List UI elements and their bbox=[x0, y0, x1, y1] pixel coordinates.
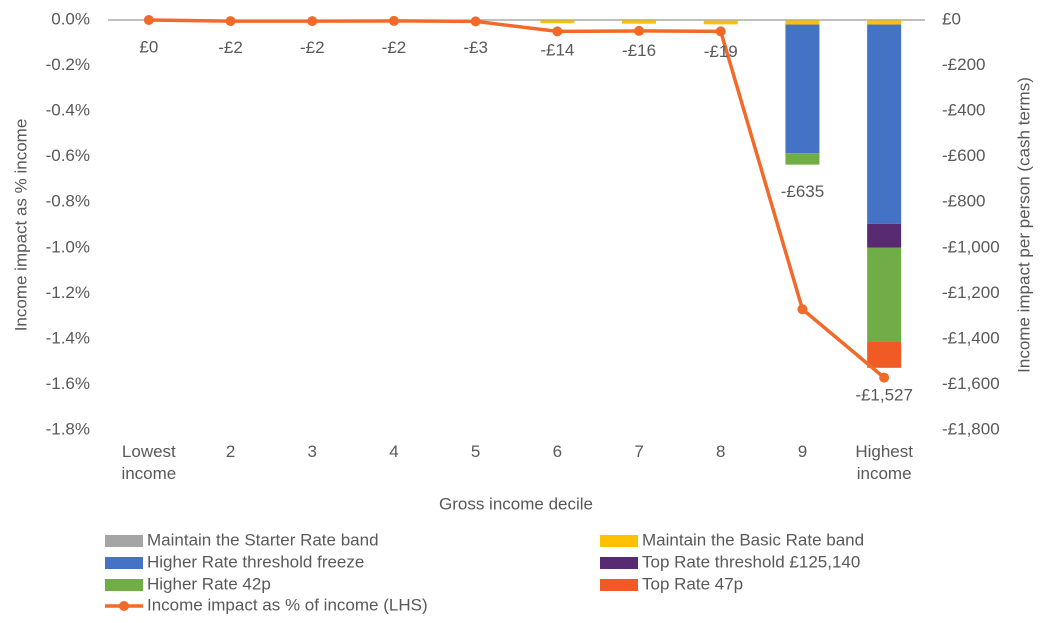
y2-tick-label: -£1,800 bbox=[942, 419, 1000, 438]
y2-tick-label: -£400 bbox=[942, 101, 985, 120]
y-tick-label: -1.8% bbox=[46, 419, 90, 438]
x-tick-label: 5 bbox=[470, 442, 481, 461]
line-point bbox=[797, 304, 808, 315]
legend-swatch bbox=[600, 579, 638, 591]
x-tick-label: 4 bbox=[389, 442, 399, 461]
x-tick-label: 9 bbox=[797, 442, 808, 461]
bar-segment bbox=[622, 20, 657, 24]
bar-segment bbox=[540, 20, 575, 24]
y-tick-label: -0.4% bbox=[46, 101, 90, 120]
x-tick-label: 8 bbox=[716, 442, 726, 461]
total-label: -£635 bbox=[781, 182, 824, 201]
y2-tick-label: -£200 bbox=[942, 55, 985, 74]
y-tick-label: -0.8% bbox=[46, 192, 90, 211]
x-tick-label: 3 bbox=[307, 442, 317, 461]
y2-tick-label: £0 bbox=[942, 9, 961, 28]
total-label: -£2 bbox=[300, 38, 325, 57]
bar-segment bbox=[867, 24, 902, 224]
y-tick-label: -0.2% bbox=[46, 55, 90, 74]
y2-tick-label: -£1,600 bbox=[942, 374, 1000, 393]
bar-segment bbox=[703, 20, 738, 25]
y2-tick-label: -£1,400 bbox=[942, 328, 1000, 347]
legend-label: Maintain the Basic Rate band bbox=[642, 530, 864, 549]
legend-label: Income impact as % of income (LHS) bbox=[147, 595, 428, 614]
legend-label: Top Rate 47p bbox=[642, 574, 743, 593]
total-label: -£3 bbox=[463, 38, 488, 57]
line-point bbox=[143, 15, 154, 25]
y-tick-label: 0.0% bbox=[51, 9, 90, 28]
legend-swatch bbox=[105, 579, 143, 591]
total-label: -£1,527 bbox=[855, 385, 913, 404]
total-label: -£19 bbox=[704, 42, 738, 61]
line-point bbox=[225, 16, 236, 27]
x-tick-label: 7 bbox=[634, 442, 644, 461]
y2-tick-label: -£800 bbox=[942, 192, 985, 211]
line-point bbox=[307, 16, 318, 27]
legend-marker bbox=[119, 601, 129, 611]
legend-label: Top Rate threshold £125,140 bbox=[642, 552, 860, 571]
y-tick-label: -1.4% bbox=[46, 328, 90, 347]
legend-swatch bbox=[105, 535, 143, 547]
bar-segment bbox=[785, 24, 820, 154]
legend-label: Maintain the Starter Rate band bbox=[147, 530, 379, 549]
bar-segment bbox=[867, 223, 902, 248]
total-label: -£2 bbox=[218, 38, 243, 57]
y2-axis-title: Income impact per person (cash terms) bbox=[1014, 77, 1033, 373]
y-tick-label: -1.0% bbox=[46, 237, 90, 256]
bar-segment bbox=[867, 247, 902, 342]
y-tick-label: -1.2% bbox=[46, 283, 90, 302]
legend-swatch bbox=[600, 535, 638, 547]
bar-segment bbox=[867, 20, 902, 25]
legend-label: Higher Rate 42p bbox=[147, 574, 271, 593]
line-point bbox=[552, 26, 563, 37]
x-tick-label: Lowest income bbox=[121, 442, 177, 483]
bar-segment bbox=[867, 341, 902, 368]
x-tick-label: 2 bbox=[225, 442, 236, 461]
y-axis-title: Income impact as % income bbox=[11, 119, 30, 332]
y2-tick-label: -£1,200 bbox=[942, 283, 1000, 302]
total-label: -£16 bbox=[622, 41, 656, 60]
bar-segment bbox=[703, 20, 738, 21]
line-point bbox=[470, 16, 481, 27]
line-point bbox=[879, 372, 890, 383]
total-label: -£2 bbox=[382, 38, 407, 57]
line-point bbox=[634, 25, 645, 36]
x-tick-label: Highest income bbox=[855, 442, 913, 483]
legend-swatch bbox=[600, 557, 638, 569]
legend-swatch bbox=[105, 557, 143, 569]
bar-segment bbox=[785, 153, 820, 165]
bar-segment bbox=[785, 20, 820, 25]
y-tick-label: -0.6% bbox=[46, 146, 90, 165]
y-tick-label: -1.6% bbox=[46, 374, 90, 393]
line-point bbox=[388, 15, 399, 26]
y2-tick-label: -£1,000 bbox=[942, 237, 1000, 256]
total-label: -£14 bbox=[540, 41, 574, 60]
line bbox=[148, 18, 886, 379]
legend-label: Higher Rate threshold freeze bbox=[147, 552, 364, 571]
x-tick-label: 6 bbox=[552, 442, 563, 461]
y2-tick-label: -£600 bbox=[942, 146, 985, 165]
x-axis-title: Gross income decile bbox=[439, 494, 593, 513]
total-label: £0 bbox=[139, 37, 158, 56]
line-point bbox=[715, 26, 726, 37]
